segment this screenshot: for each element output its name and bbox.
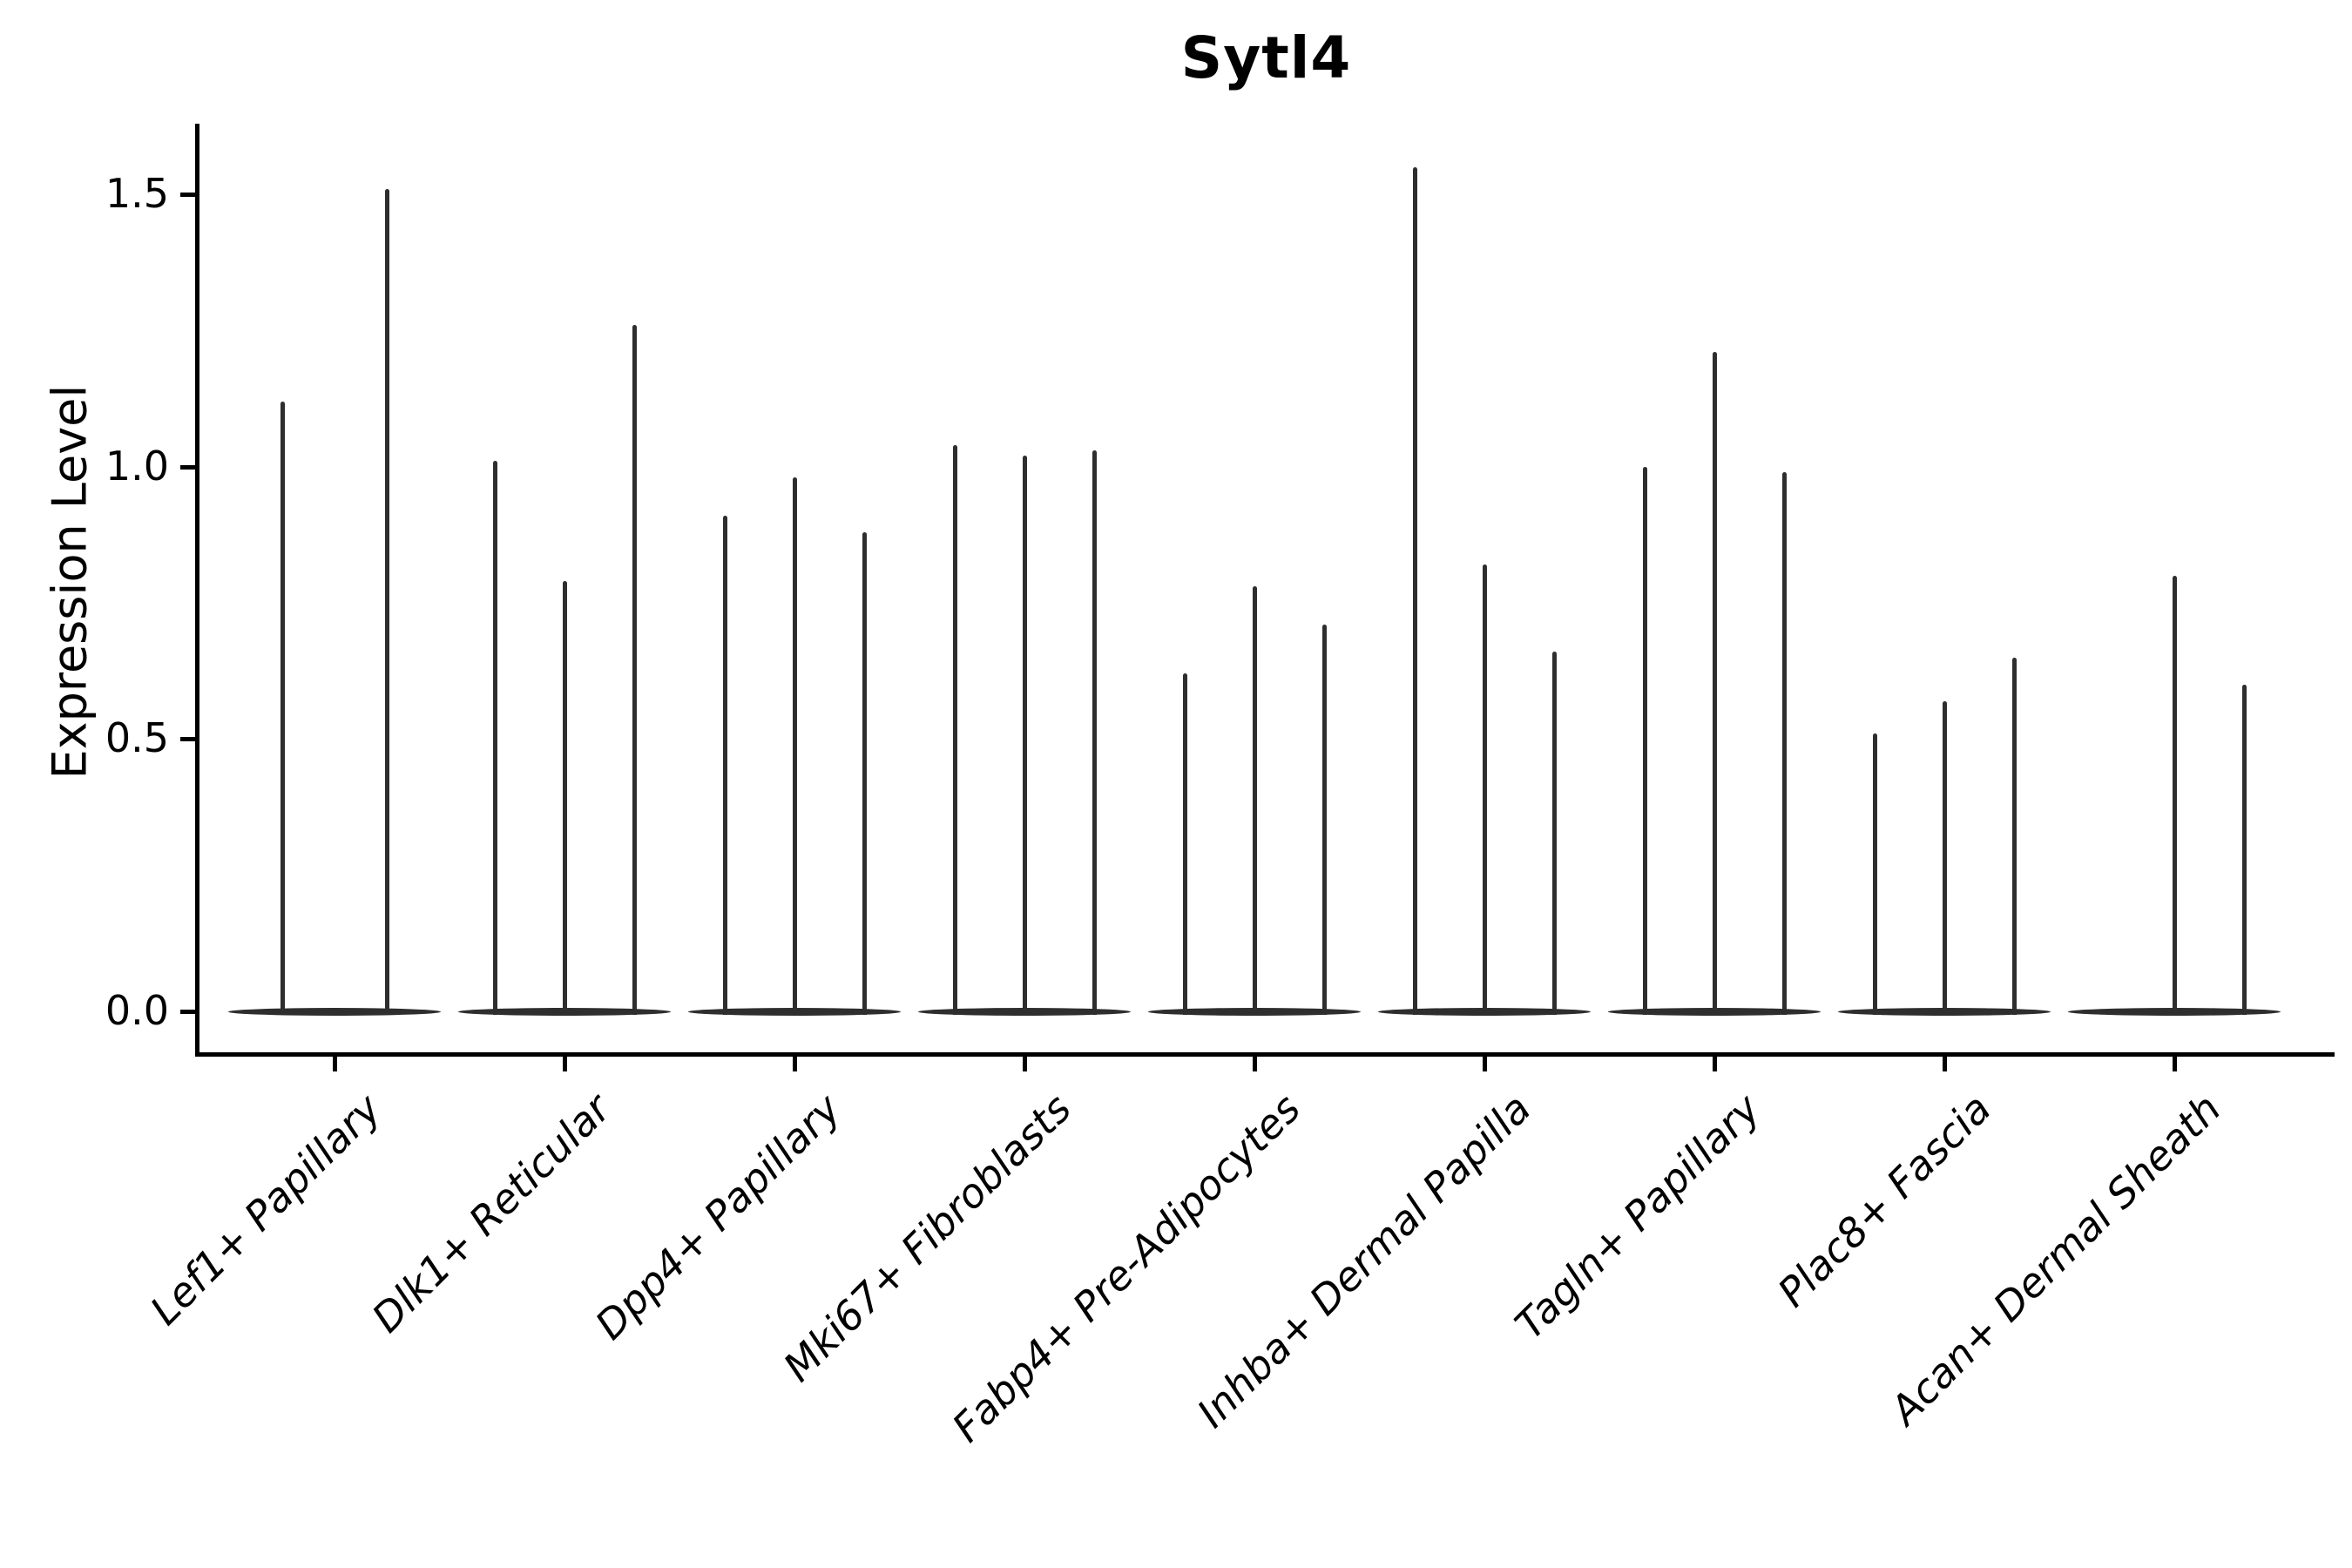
x-tick-mark — [1023, 1057, 1027, 1071]
x-tick-mark — [333, 1057, 337, 1071]
violin-spike — [1873, 733, 1877, 1015]
violin-spike — [1322, 625, 1327, 1015]
violin-spike — [385, 188, 389, 1015]
violin-spike — [563, 581, 567, 1015]
x-tick-mark — [1713, 1057, 1717, 1071]
y-tick-label: 1.0 — [105, 442, 169, 490]
violin-spike — [1253, 586, 1257, 1015]
chart-title: Sytl4 — [1180, 24, 1352, 91]
y-tick-label: 0.0 — [105, 987, 169, 1034]
violin-spike — [1782, 471, 1787, 1015]
y-tick-label: 0.5 — [105, 714, 169, 762]
violin-spike — [2173, 575, 2177, 1015]
x-tick-label: Dpp4+ Papillary — [585, 1085, 850, 1348]
x-axis-spine — [195, 1052, 2335, 1057]
violin-spike — [862, 531, 867, 1015]
x-tick-mark — [563, 1057, 567, 1071]
violin-spike — [1943, 700, 1947, 1015]
y-tick-mark — [180, 1010, 195, 1014]
violin-spike — [953, 444, 957, 1015]
x-tick-mark — [1483, 1057, 1487, 1071]
violin-spike — [280, 401, 285, 1015]
violin-spike — [1552, 652, 1557, 1015]
x-tick-label: Tagln+ Papillary — [1506, 1085, 1770, 1348]
violin-spike — [2242, 684, 2247, 1015]
violin-spike — [1483, 564, 1487, 1015]
violin-spike — [2012, 657, 2017, 1015]
violin-spike — [1643, 466, 1647, 1015]
x-tick-mark — [1943, 1057, 1947, 1071]
y-tick-label: 1.5 — [105, 170, 169, 218]
violin-spike — [493, 461, 497, 1015]
x-tick-mark — [793, 1057, 797, 1071]
y-axis-spine — [195, 124, 199, 1057]
violin-spike — [1092, 449, 1097, 1015]
y-tick-mark — [180, 193, 195, 198]
x-tick-label: Lef1+ Papillary — [140, 1085, 390, 1335]
x-tick-mark — [1253, 1057, 1257, 1071]
violin-spike — [1713, 352, 1717, 1015]
violin-spike — [1183, 673, 1187, 1015]
violin-spike — [1023, 456, 1027, 1015]
violin-spike — [632, 325, 637, 1015]
violin-spike — [793, 477, 797, 1015]
violin-spike — [723, 515, 727, 1015]
x-tick-mark — [2173, 1057, 2177, 1071]
y-tick-mark — [180, 737, 195, 742]
violin-spike — [1413, 166, 1417, 1015]
violin-base — [228, 1008, 441, 1016]
y-tick-mark — [180, 464, 195, 470]
x-tick-label: Dlk1+ Reticular — [362, 1085, 620, 1342]
x-tick-label: Plac8+ Fascia — [1768, 1085, 2000, 1316]
